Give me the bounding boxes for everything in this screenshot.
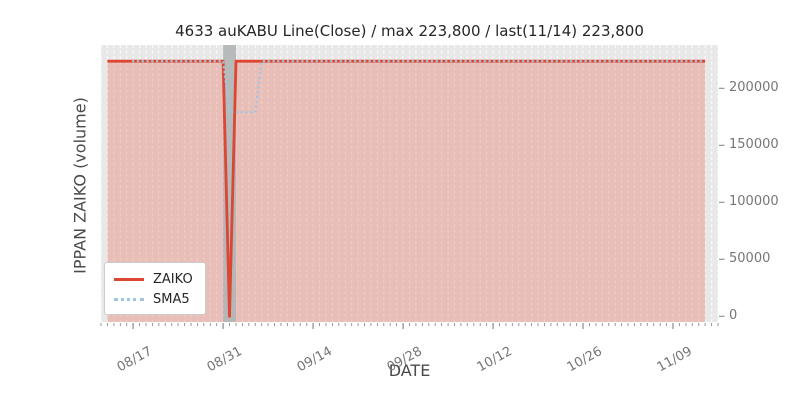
series-line-sma5 [131,60,707,114]
daily-gridlines [100,45,719,322]
y-tick-label: 150000 [729,137,779,152]
legend-solid-line-icon [114,278,144,281]
legend: ZAIKO SMA5 [104,262,206,315]
legend-item-label: ZAIKO [153,272,193,287]
zaiko-fill-area [107,61,706,322]
legend-item: ZAIKO [114,270,197,289]
chart-title: 4633 auKABU Line(Close) / max 223,800 / … [175,22,644,40]
legend-item: SMA5 [114,290,197,309]
y-tick-label: 100000 [729,194,779,209]
highlight-band [223,45,236,322]
x-axis-ticks [100,323,719,329]
y-tick-label: 0 [729,308,738,323]
x-axis-title: DATE [388,361,431,380]
y-tick-label: 50000 [729,251,771,266]
legend-item-label: SMA5 [153,292,190,307]
y-axis-ticks [719,87,725,317]
y-tick-label: 200000 [729,80,779,95]
legend-dotted-line-icon [114,298,144,301]
y-axis-title: IPPAN ZAIKO (volume) [70,97,90,274]
